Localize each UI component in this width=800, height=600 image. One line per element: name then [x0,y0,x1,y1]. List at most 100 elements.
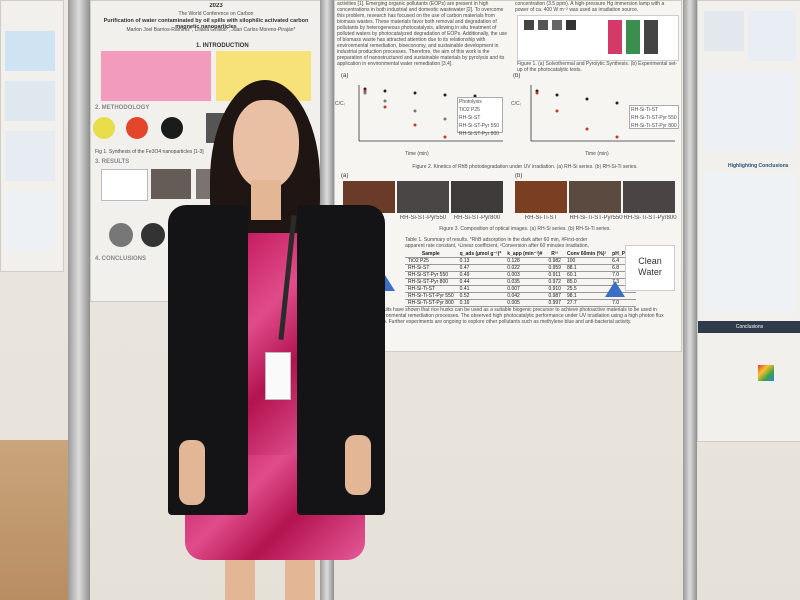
setup-photo [524,20,534,30]
legend-a-item: TiO2 P25 [459,107,480,113]
table-cell: 88.1 [563,264,610,272]
section-results: 3. RESULTS [95,159,130,165]
flask-yellow [93,117,115,139]
color-map-figure [758,365,774,381]
results-micrograph [151,169,191,199]
clean-water-label: Clean Water [638,256,662,277]
table-cell: 0.44 [456,278,505,286]
table-row: RH-Si-ST-Pyr 800 0.44 0.035 0.972 85.0 7.3 [405,278,637,286]
optical-image [451,181,503,213]
image-label: RH-Si-Ti-ST [524,215,558,221]
table-cell: 0.959 [545,264,564,272]
table-cell: 0.007 [504,285,546,293]
table-cell: 98.1 [563,292,610,300]
poster-title: Purification of water contaminated by oi… [103,18,309,30]
section-methodology: 2. METHODOLOGY [95,105,150,111]
table-cell: 6.8 [609,264,637,272]
kinetics-plot-b [530,85,675,142]
table-cell: 0.972 [545,278,564,286]
conclusions-bar: Conclusions [698,321,800,333]
table-header: k_app (min⁻¹)# [504,251,546,258]
fig1-caption: Figure 1. (a) Solvothermal and Pyrolytic… [517,61,678,73]
table-cell: RH-Si-Ti-ST [405,285,457,293]
kinetics-plot-a [358,85,503,142]
neck [251,180,281,220]
optical-image [397,181,449,213]
table-cell: 0.003 [504,271,546,279]
results-plot [101,169,148,201]
name-badge [265,352,291,400]
image-label: RH-Si-ST-Pyr550 [399,215,447,221]
table-header-row: Sample q_ads (µmol g⁻¹)* k_app (min⁻¹)# … [405,251,637,258]
table-cell: 0.022 [504,264,546,272]
table-cell: 7.0 [609,299,637,307]
table-cell: 0.910 [545,285,564,293]
table-cell: 0.16 [456,299,505,307]
poster-figure [5,131,55,181]
setup-photo [626,20,640,54]
y-axis-label-b: C/C₀ [511,101,521,107]
sample-dish [141,223,165,247]
intro-text: activities [1]. Emerging organic polluta… [337,1,508,67]
table-cell: 0.41 [456,285,505,293]
setup-photo [538,20,548,30]
poster-stand-pole [68,0,90,600]
optical-image [623,181,675,213]
table-cell: 0.005 [504,299,546,307]
fig3-caption: Figure 3. Composition of optical images.… [439,226,611,232]
table-cell: 7.0 [609,271,637,279]
x-axis-label-b: Time (min) [585,151,609,157]
table-cell: 0.13 [456,257,505,265]
methods-text: concentration (3.5 ppm). A high-pressure… [515,1,665,13]
table-cell: 0.035 [504,278,546,286]
table-body: TiO2 P25 0.13 0.128 0.982 100 6.4 RH-Si-ST 0.47… [405,257,637,307]
table-cell: 6.4 [609,257,637,265]
poster-authors: Marlon Joel Barrios-Ramirez*, Liliana Gi… [126,27,296,33]
poster-section-header: Highlighting Conclusions [728,163,789,169]
right-hand [345,435,371,495]
setup-photo [566,20,576,30]
left-hand [179,440,205,505]
table-cell: RH-Si-ST-Pyr 550 [405,271,457,279]
face [233,100,299,190]
image-label: RH-Si-ST-Pyr800 [453,215,501,221]
table-cell: 100 [563,257,610,265]
image-label: RH-Si-Ti-ST-Pyr550 [569,215,623,221]
results-table: Sample q_ads (µmol g⁻¹)* k_app (min⁻¹)# … [405,251,637,307]
poster-stand-pole [683,0,697,600]
table-cell: 0.042 [504,292,546,300]
table-cell: RH-Si-ST [405,264,457,272]
event-name: The World Conference on Carbon [178,11,254,17]
setup-figure [517,15,679,61]
table-row: RH-Si-ST-Pyr 550 0.49 0.003 0.911 60.1 7.0 [405,271,637,279]
table-cell: TiO2 P25 [405,257,457,265]
plot-b-label: (b) [513,73,521,79]
table-cell: 0.128 [504,257,546,265]
table-header: R²¹ [545,251,564,258]
legend-a-item: RH-Si-ST-Pyr 800 [459,131,500,137]
y-axis-label-a: C/C₀ [335,101,345,107]
legend-a-item: RH-Si-ST-Pyr 550 [459,123,500,129]
poster-figure [5,81,55,121]
table-cell: RH-Si-Ti-ST-Pyr 550 [405,292,457,300]
flask-red [126,117,148,139]
table-cell: 0.911 [545,271,564,279]
optical-image [569,181,621,213]
person [165,75,395,600]
table-header: Conv 60min (%)² [563,251,610,258]
table-cell: 27.7 [563,299,610,307]
table-header: q_ads (µmol g⁻¹)* [456,251,505,258]
conclusion-text: Results have shown that rice husks can b… [375,307,664,325]
leg [285,560,315,600]
table-row: RH-Si-ST 0.47 0.022 0.959 88.1 6.8 [405,264,637,272]
table-header: pH_PZC³ [609,251,637,258]
section-conclusions: 4. CONCLUSIONS [95,256,147,262]
leg [225,560,255,600]
conclusions-label: Conclusions [735,324,764,330]
image-label: RH-Si-Ti-ST-Pyr800 [623,215,677,221]
arrow-icon [605,281,625,297]
setup-photo [552,20,562,30]
table-cell: 0.982 [545,257,564,265]
legend-b-item: RH-Si-Ti-ST-Pyr 550 [631,115,677,121]
table-cell: 0.49 [456,271,505,279]
